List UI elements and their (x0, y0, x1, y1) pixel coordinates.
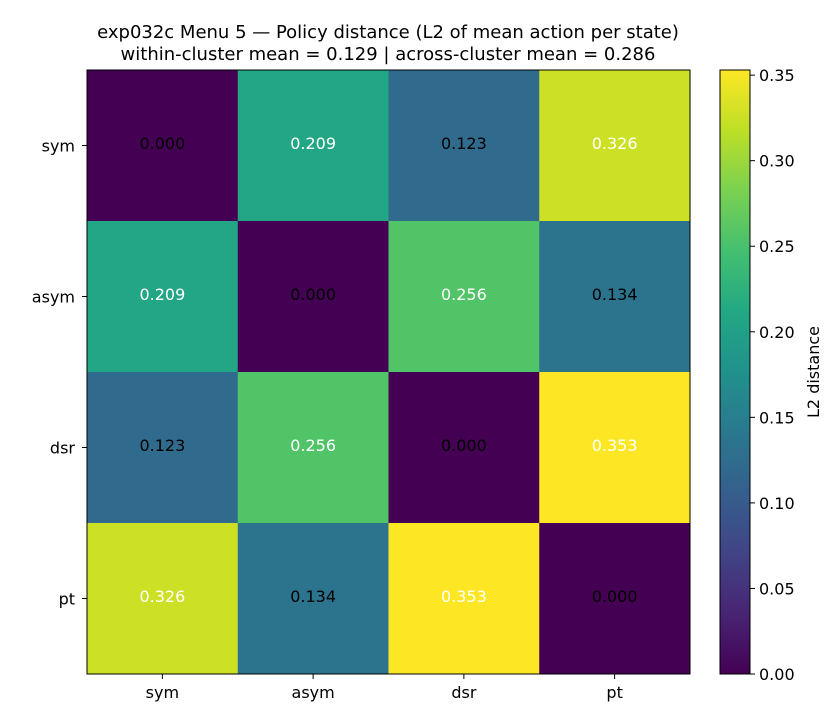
heatmap-cell-sym-dsr (388, 70, 540, 222)
heatmap-cell-dsr-asym (237, 372, 389, 524)
heatmap-cell-pt-pt (539, 523, 691, 675)
y-tick-label: asym (32, 288, 75, 307)
x-tick-label: pt (606, 683, 622, 702)
cell-value-label: 0.353 (441, 587, 487, 606)
heatmap-cell-sym-asym (237, 70, 389, 222)
heatmap-cell-asym-asym (237, 221, 389, 373)
heatmap-cell-dsr-sym (87, 372, 239, 524)
cell-value-label: 0.326 (139, 587, 185, 606)
cell-value-label: 0.000 (441, 436, 487, 455)
heatmap-cell-pt-dsr (388, 523, 540, 675)
heatmap-cell-asym-pt (539, 221, 691, 373)
heatmap-cell-pt-sym (87, 523, 239, 675)
chart-title: exp032c Menu 5 — Policy distance (L2 of … (97, 22, 679, 43)
heatmap-cell-sym-sym (87, 70, 239, 222)
heatmap-cell-labels: 0.000 0.209 0.123 0.326 0.209 0.000 0.256 0.134… (139, 134, 637, 606)
cell-value-label: 0.123 (139, 436, 185, 455)
cell-value-label: 0.209 (139, 285, 185, 304)
colorbar-tick-label: 0.05 (759, 579, 795, 598)
cell-value-label: 0.256 (290, 436, 336, 455)
x-tick-label: asym (292, 683, 335, 702)
heatmap-cell-pt-asym (237, 523, 389, 675)
colorbar-ticks: 0.00 0.05 0.10 0.15 0.20 0.25 0.30 0.35 (750, 66, 795, 684)
colorbar-label: L2 distance (804, 326, 823, 418)
heatmap-cell-sym-pt (539, 70, 691, 222)
colorbar-tick-label: 0.15 (759, 408, 795, 427)
colorbar-tick-label: 0.35 (759, 66, 795, 85)
colorbar-gradient (720, 70, 750, 674)
y-tick-label: dsr (50, 439, 75, 458)
x-tick-label: sym (146, 683, 179, 702)
chart-subtitle: within-cluster mean = 0.129 | across-clu… (121, 44, 656, 65)
cell-value-label: 0.000 (592, 587, 638, 606)
cell-value-label: 0.353 (592, 436, 638, 455)
heatmap-cell-asym-sym (87, 221, 239, 373)
colorbar-frame (719, 69, 751, 675)
y-tick-label: sym (42, 137, 75, 156)
heatmap-cell-asym-dsr (388, 221, 540, 373)
colorbar: 0.00 0.05 0.10 0.15 0.20 0.25 0.30 0.35 L2 dist… (719, 66, 823, 684)
cell-value-label: 0.256 (441, 285, 487, 304)
x-axis: sym asym dsr pt (146, 674, 623, 702)
cell-value-label: 0.000 (139, 134, 185, 153)
colorbar-tick-label: 0.00 (759, 665, 795, 684)
heatmap-cells (87, 70, 691, 675)
x-tick-label: dsr (451, 683, 476, 702)
plot-frame (86, 69, 691, 675)
cell-value-label: 0.326 (592, 134, 638, 153)
colorbar-tick-label: 0.20 (759, 323, 795, 342)
colorbar-tick-label: 0.25 (759, 237, 795, 256)
colorbar-tick-label: 0.10 (759, 494, 795, 513)
cell-value-label: 0.123 (441, 134, 487, 153)
y-tick-label: pt (59, 590, 75, 609)
colorbar-tick-label: 0.30 (759, 152, 795, 171)
cell-value-label: 0.134 (592, 285, 638, 304)
cell-value-label: 0.209 (290, 134, 336, 153)
heatmap-cell-dsr-dsr (388, 372, 540, 524)
heatmap-cell-dsr-pt (539, 372, 691, 524)
y-axis: sym asym dsr pt (32, 137, 87, 609)
cell-value-label: 0.134 (290, 587, 336, 606)
cell-value-label: 0.000 (290, 285, 336, 304)
